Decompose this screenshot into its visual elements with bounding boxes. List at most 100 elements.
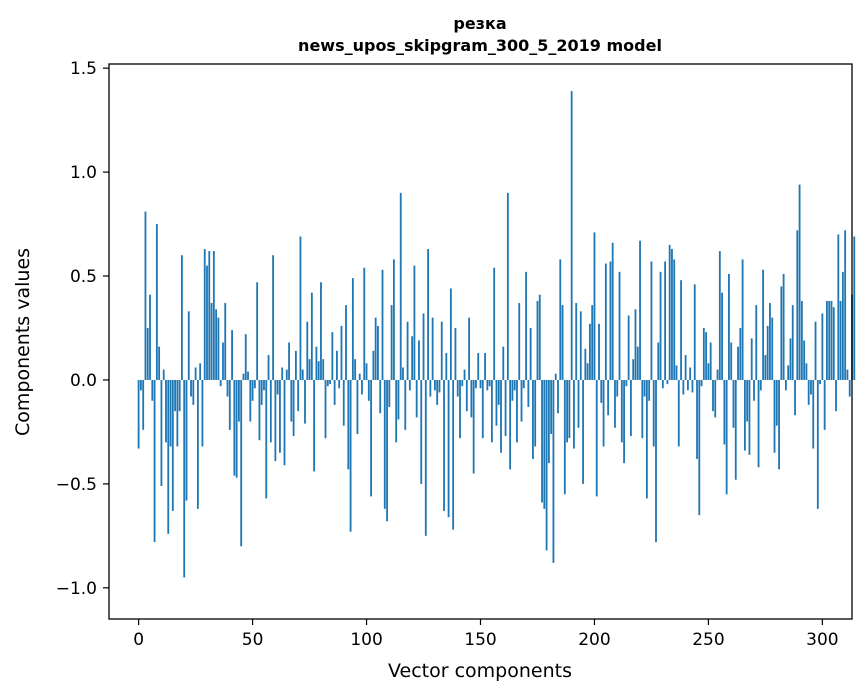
bar [780,286,783,380]
bar [623,379,625,464]
bar [543,379,546,509]
bar [643,379,646,397]
bar [846,369,849,380]
bar [826,300,828,380]
bar [536,300,539,380]
bar [333,379,336,405]
x-axis-label: Vector components [388,660,572,682]
bar [461,379,464,387]
bar [377,325,379,380]
bar [547,379,550,464]
bar [176,379,179,447]
bar [233,379,236,476]
bar [310,292,313,380]
bar [814,321,817,380]
bar [709,342,712,380]
bar [292,379,295,437]
bar [616,379,619,397]
bar [664,261,667,380]
bar [563,379,566,495]
bar [689,367,692,380]
bar [675,365,678,380]
bar [714,379,717,418]
bar [294,350,297,380]
bar [582,379,584,484]
bar [171,379,174,511]
bar [196,379,199,509]
bar [459,379,461,439]
y-axis-label: Components values [12,248,34,436]
bar [550,379,553,434]
bar [308,359,311,380]
bar [386,379,388,522]
bar [746,379,749,422]
bar [283,379,286,466]
chart-title: резка [453,14,506,33]
x-axis-ticks: 0 50 100 150 200 250 300 [133,619,839,650]
bar [757,379,760,468]
bar [830,300,833,380]
bar [541,379,543,503]
bar [702,327,705,380]
bar [771,317,774,380]
bar [431,317,434,380]
bar [212,251,215,380]
bar [721,292,723,380]
bar [392,259,395,380]
bar [764,355,767,380]
bar [167,379,170,534]
x-tick-label: 50 [242,630,264,650]
bar [142,379,145,430]
bar [210,303,213,380]
bar [454,327,457,380]
bar [178,379,181,412]
x-tick-label: 100 [350,630,382,650]
bar [743,379,746,451]
bar [762,269,765,380]
bar [331,332,334,380]
y-tick-label: −1.0 [56,579,97,599]
bar [723,379,726,445]
bar [313,379,316,472]
bar [256,282,259,380]
bar [520,379,523,422]
bar [395,379,398,443]
bar [422,313,425,380]
bar [552,379,555,563]
bar [794,379,796,416]
bar [486,379,489,391]
bar [146,327,149,380]
bar [463,369,466,380]
bar [258,379,261,441]
bar [800,300,803,380]
bar [192,379,195,405]
bar [566,379,569,443]
bar [272,255,275,380]
bar [481,379,484,439]
bar [495,379,498,426]
bar [274,379,277,462]
bar [285,369,288,380]
bar [235,379,238,478]
bar [162,369,165,380]
bar [659,271,662,380]
bar [265,379,268,499]
x-tick-label: 300 [806,630,838,650]
bar [645,379,648,499]
bar [326,379,329,387]
bar [322,359,325,380]
bar [497,379,500,405]
bar [677,379,680,447]
y-tick-label: −0.5 [56,475,97,495]
bar [153,379,156,543]
bar [609,261,612,380]
bar [673,259,676,380]
bar [648,379,651,401]
bar [187,311,190,380]
bar [351,278,354,380]
bar [588,323,591,380]
bar [411,336,414,380]
bar [769,303,771,380]
bar [632,359,635,380]
bar [538,294,541,380]
